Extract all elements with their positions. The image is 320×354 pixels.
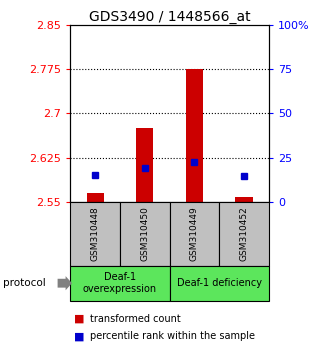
Bar <box>136 128 154 202</box>
Text: GSM310452: GSM310452 <box>239 206 249 261</box>
Bar <box>86 193 104 202</box>
Text: Deaf-1 deficiency: Deaf-1 deficiency <box>177 278 262 288</box>
Title: GDS3490 / 1448566_at: GDS3490 / 1448566_at <box>89 10 251 24</box>
Bar <box>70 266 170 301</box>
Text: protocol: protocol <box>3 278 46 288</box>
Text: GSM310450: GSM310450 <box>140 206 149 261</box>
Text: ■: ■ <box>74 314 84 324</box>
Text: GSM310449: GSM310449 <box>190 206 199 261</box>
Bar <box>219 202 269 266</box>
Bar <box>70 202 120 266</box>
Text: transformed count: transformed count <box>90 314 180 324</box>
Bar <box>120 202 170 266</box>
Bar <box>170 202 219 266</box>
Text: GSM310448: GSM310448 <box>91 206 100 261</box>
Text: percentile rank within the sample: percentile rank within the sample <box>90 331 255 341</box>
Text: Deaf-1
overexpression: Deaf-1 overexpression <box>83 272 157 294</box>
Bar <box>186 69 203 202</box>
Text: ■: ■ <box>74 331 84 341</box>
Bar <box>235 197 253 202</box>
Bar <box>170 266 269 301</box>
